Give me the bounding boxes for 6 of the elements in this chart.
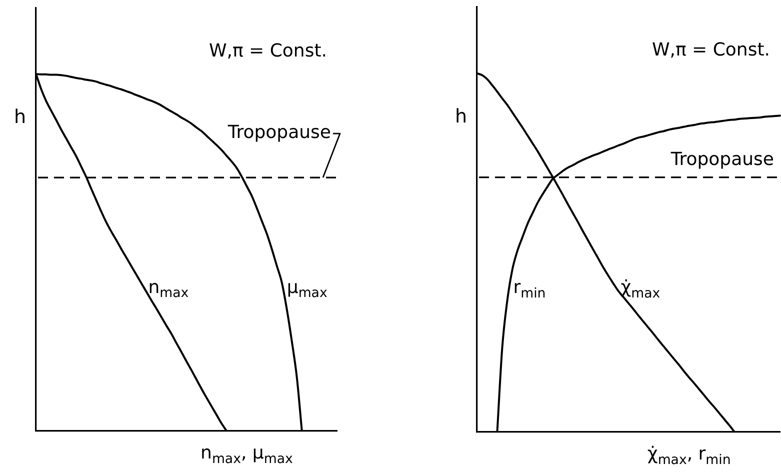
y-axis-title: h xyxy=(14,106,26,128)
ref-line-label: Tropopause xyxy=(226,122,332,144)
text: W,π = Const. xyxy=(208,40,328,62)
text: W,π = Const. xyxy=(652,40,770,61)
ref-line-label: Tropopause xyxy=(670,149,774,170)
y-axis-title: h xyxy=(454,105,468,128)
